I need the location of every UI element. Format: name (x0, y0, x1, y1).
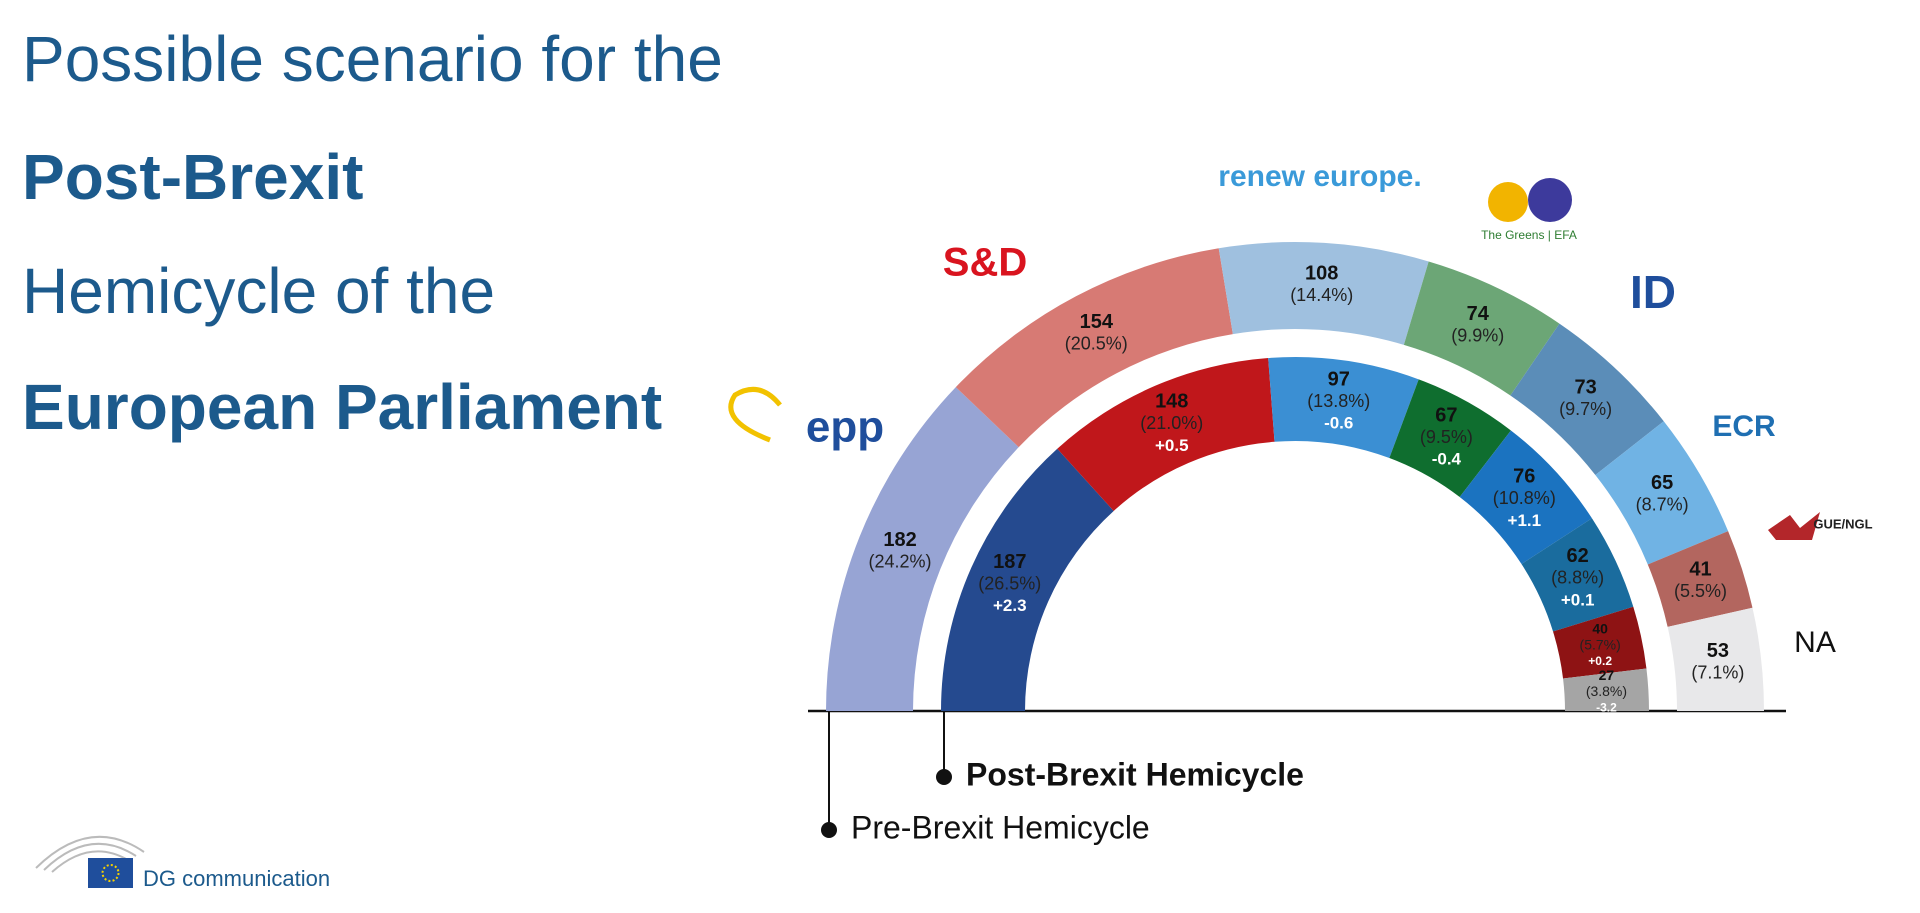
seat-segment (1647, 531, 1753, 627)
seat-count: 154 (1080, 311, 1114, 333)
seat-count: 97 (1328, 368, 1350, 390)
seat-share: (9.9%) (1451, 326, 1504, 346)
seat-count: 187 (993, 551, 1026, 573)
title-line: Possible scenario for the (22, 23, 723, 95)
seat-change: +1.1 (1508, 511, 1542, 530)
seat-share: (3.8%) (1586, 683, 1627, 699)
seat-share: (9.5%) (1420, 427, 1473, 447)
seat-change: +0.1 (1561, 590, 1595, 609)
seat-count: 148 (1155, 391, 1188, 413)
legend-dot (821, 822, 837, 838)
ep-logo (35, 835, 145, 888)
seat-change: +2.3 (993, 596, 1027, 615)
seat-change: +0.5 (1155, 436, 1189, 455)
seat-segment (1510, 323, 1664, 475)
seat-count: 76 (1513, 466, 1535, 488)
seat-share: (14.4%) (1290, 285, 1353, 305)
seat-count: 67 (1435, 404, 1457, 426)
party-logo: The Greens | EFA (1481, 228, 1577, 242)
seat-share: (10.8%) (1493, 488, 1556, 508)
title-line: Hemicycle of the (22, 255, 495, 327)
party-logo: GUE/NGL (1813, 516, 1872, 531)
seat-share: (8.7%) (1636, 495, 1689, 515)
logo-shape (1488, 182, 1528, 222)
seat-segment (941, 448, 1114, 711)
title-line: European Parliament (22, 371, 662, 443)
legend-label: Pre-Brexit Hemicycle (851, 809, 1150, 845)
seat-share: (7.1%) (1691, 663, 1744, 683)
seat-share: (20.5%) (1065, 333, 1128, 353)
seat-segment (1218, 242, 1429, 345)
seat-segment (1268, 357, 1419, 459)
seat-count: 108 (1305, 263, 1338, 285)
seat-share: (5.5%) (1674, 581, 1727, 601)
seat-segment (1553, 606, 1647, 679)
seat-change: -0.4 (1432, 450, 1462, 469)
seat-share: (5.7%) (1580, 637, 1621, 653)
seat-count: 27 (1599, 667, 1615, 683)
seat-share: (13.8%) (1307, 391, 1370, 411)
legend-dot (936, 769, 952, 785)
seat-segment (1595, 421, 1729, 565)
party-logo: epp (806, 403, 884, 452)
footer: DG communication (143, 866, 330, 891)
seat-change: -0.6 (1324, 414, 1353, 433)
seat-segment (826, 387, 1019, 711)
party-logo: ECR (1712, 410, 1776, 443)
seat-segment (955, 248, 1233, 448)
seat-count: 65 (1651, 472, 1673, 494)
seat-segment (1403, 261, 1560, 396)
seat-share: (26.5%) (978, 573, 1041, 593)
seat-share: (24.2%) (869, 551, 932, 571)
seat-count: 41 (1689, 558, 1711, 580)
seat-count: 40 (1592, 621, 1608, 637)
party-logo: ID (1630, 266, 1676, 318)
seat-count: 53 (1707, 640, 1729, 662)
seat-count: 73 (1574, 376, 1596, 398)
legend-label: Post-Brexit Hemicycle (966, 756, 1304, 792)
seat-segment (1563, 668, 1649, 711)
seat-segment (1667, 607, 1764, 711)
seat-share: (9.7%) (1559, 399, 1612, 419)
logo-shape (1528, 178, 1572, 222)
party-logo: renew europe. (1218, 160, 1421, 193)
seat-count: 74 (1467, 303, 1490, 325)
seat-segment (1057, 358, 1275, 511)
seat-change: +0.2 (1588, 654, 1612, 668)
seat-segment (1389, 379, 1511, 498)
seat-count: 62 (1567, 545, 1589, 567)
seat-count: 182 (883, 529, 916, 551)
seat-share: (8.8%) (1551, 568, 1604, 588)
seat-segment (1459, 430, 1592, 565)
title-line: Post-Brexit (22, 141, 363, 213)
logo-shape (1768, 512, 1820, 540)
party-logo: NA (1794, 626, 1836, 659)
seat-segment (1521, 518, 1634, 632)
seat-change: -3.2 (1596, 700, 1617, 714)
logo-shape (728, 386, 782, 443)
party-logo: S&D (943, 241, 1027, 285)
seat-share: (21.0%) (1140, 413, 1203, 433)
